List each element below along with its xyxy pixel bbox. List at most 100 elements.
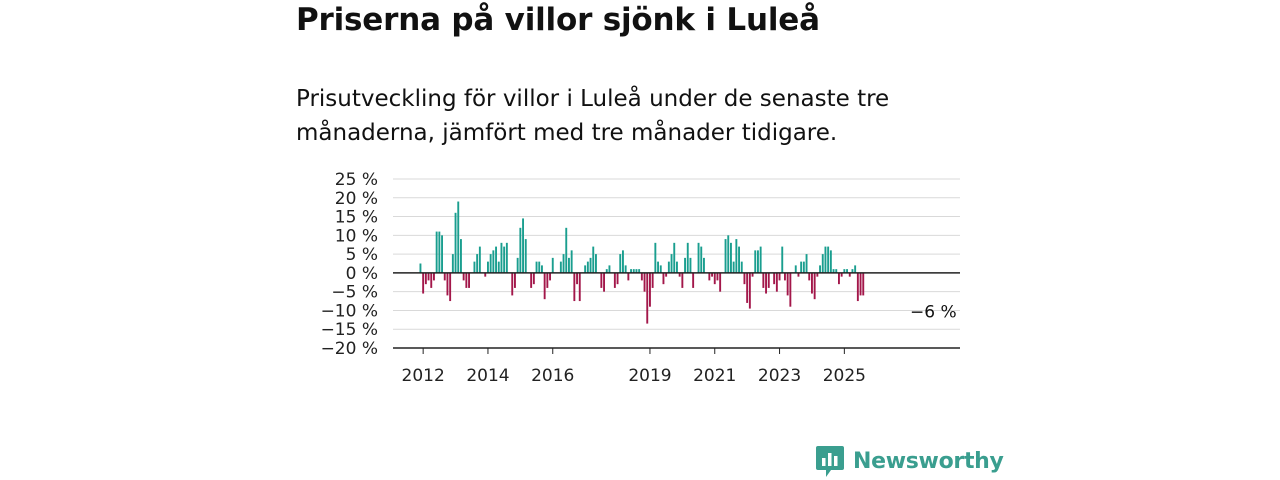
bar [613,272,616,288]
bar [522,218,524,273]
bar [516,257,519,273]
bar [697,242,700,273]
bar [430,272,433,288]
bar [476,254,479,273]
bar [748,272,751,309]
bar [489,254,492,273]
bar [762,272,765,288]
bar [616,272,619,285]
x-tick-label: 2023 [758,366,801,386]
newsworthy-logo-icon [816,446,844,477]
bar [578,272,581,302]
bar [673,242,676,273]
bar [632,269,635,273]
bar [703,257,705,273]
y-tick-label: −5 % [331,283,378,303]
bar [713,272,716,285]
bar [730,242,732,273]
bar [487,261,489,273]
bar [781,246,784,273]
bar [829,250,832,273]
bar [530,272,533,288]
bar [573,272,576,302]
bar [848,272,851,277]
bar [775,272,778,292]
bar [797,272,800,277]
x-tick-label: 2014 [466,366,509,386]
bar [643,272,646,292]
y-tick-label: 15 % [335,208,378,228]
bar [546,272,549,288]
bar [802,261,805,273]
x-tick-label: 2016 [531,366,574,386]
bar [619,254,622,273]
bar [778,272,781,281]
bar [789,272,792,307]
bar [800,261,803,273]
bar [708,272,711,281]
bar [859,272,862,296]
bar [454,212,457,273]
bar [565,227,568,273]
bar [843,269,846,273]
bar [846,269,848,273]
brand-name: Newsworthy [853,448,1004,474]
bar [622,250,624,273]
bar [676,261,678,273]
bar [689,257,692,273]
bar [559,261,562,273]
bar [462,272,465,281]
bar [678,272,681,277]
bar [765,272,767,294]
bar [827,246,830,273]
y-tick-label: −20 % [321,339,378,359]
bar [524,239,527,273]
bar [478,246,481,273]
bar [635,269,638,273]
x-tick-label: 2021 [693,366,736,386]
bar [724,239,727,273]
x-tick-label: 2025 [823,366,866,386]
bar [740,261,743,273]
x-tick-label: 2019 [628,366,671,386]
bar [746,272,749,303]
bar [665,272,668,277]
bar [433,272,435,281]
y-tick-label: 10 % [335,226,378,246]
bar [595,254,597,273]
bar [511,272,514,296]
bar [716,272,719,281]
bar [819,265,821,273]
chart-subtitle: Prisutveckling för villor i Luleå under … [296,86,890,146]
axes [393,272,960,354]
last-value-annotation: −6 % [910,302,957,322]
bar [427,272,430,281]
bar [711,272,713,277]
bar [838,272,840,285]
bar [562,254,565,273]
bar [576,272,578,285]
bar [811,272,813,294]
bar [505,242,508,273]
bar [570,250,573,273]
bar [732,261,735,273]
bar [821,254,824,273]
y-tick-label: −15 % [321,320,378,340]
bar [438,231,441,273]
chart-title: Priserna på villor sjönk i Luleå [296,2,820,38]
bar [589,257,592,273]
bar [603,272,605,292]
bar [484,272,487,277]
bar [773,272,776,285]
bar [503,246,506,273]
bar [840,272,843,277]
bar [832,269,835,273]
bar [751,272,754,277]
bar [662,272,665,285]
bar [851,269,854,273]
bar [659,265,662,273]
y-tick-label: 5 % [346,245,378,265]
bar [684,257,686,273]
bar [446,272,449,296]
bar [754,250,757,273]
